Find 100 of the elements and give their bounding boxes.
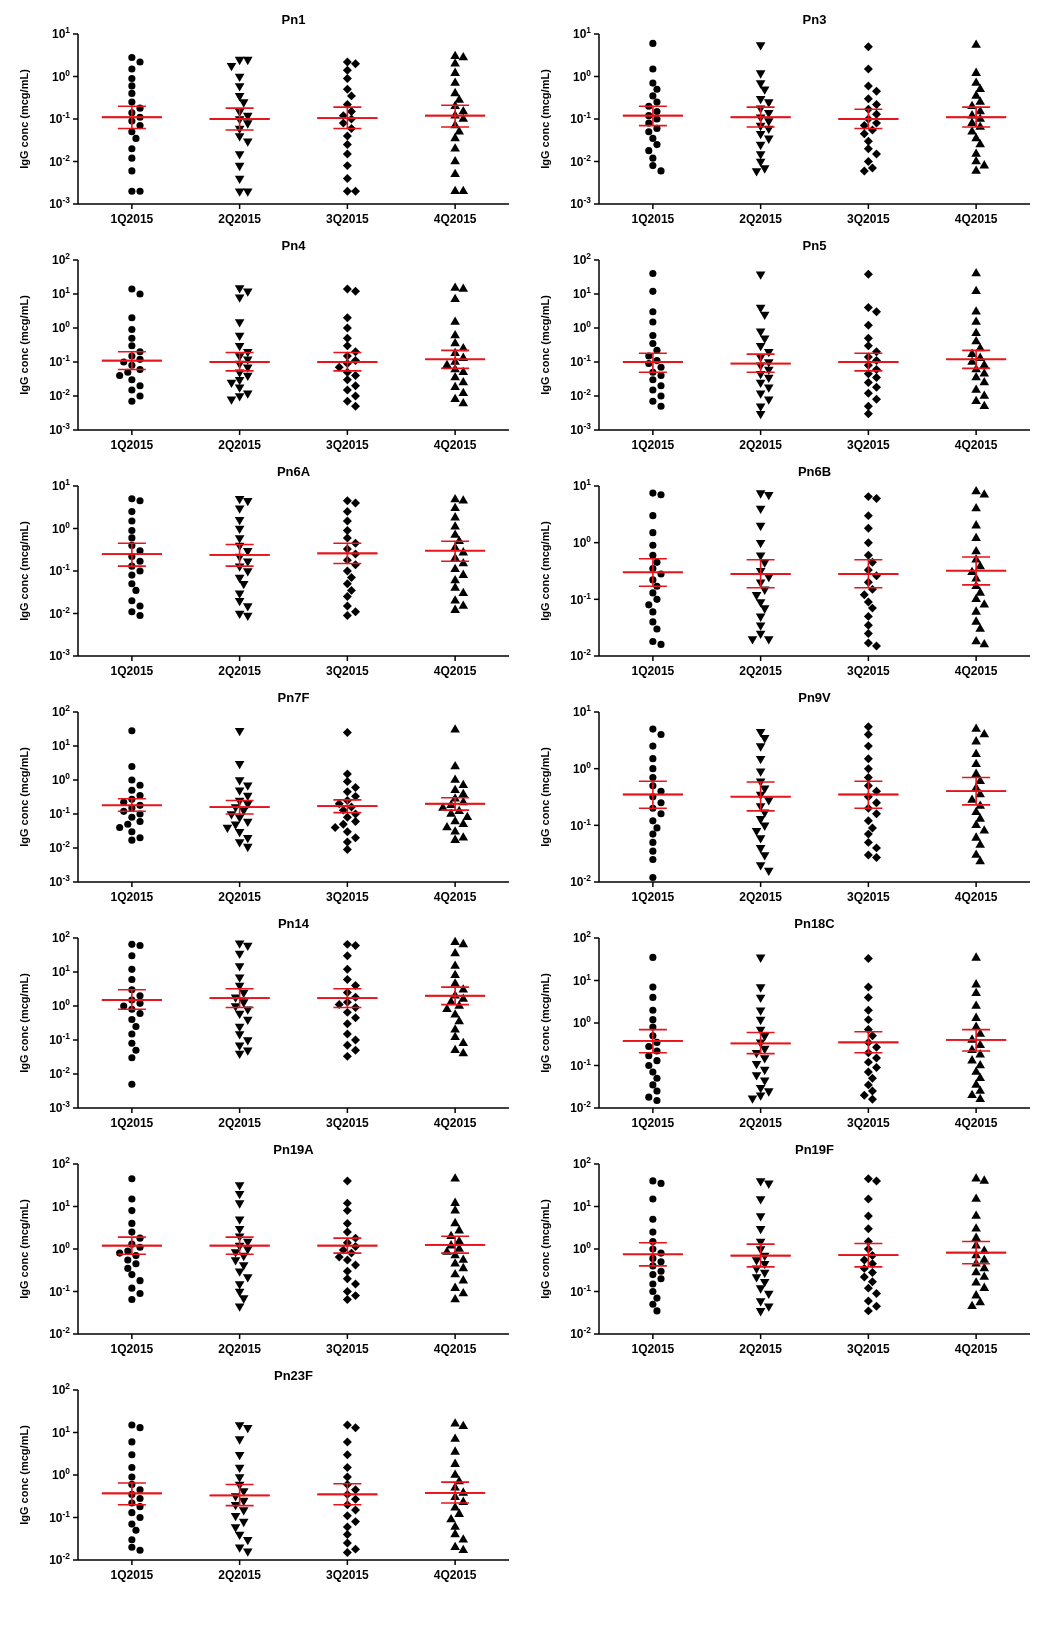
x-tick-label: 1Q2015 [110,212,154,226]
y-tick-label: 10$^{-2}$ [49,1325,71,1342]
y-tick-label: 10$^{-1}$ [570,1282,592,1299]
y-tick-label: 10$^{-3}$ [49,421,71,438]
y-tick-label: 10$^{0}$ [51,771,71,788]
y-tick-label: 10$^{-1}$ [570,816,592,833]
y-tick-label: 10$^{2}$ [51,1155,71,1172]
y-axis-title: IgG conc (mcg/mL) [539,746,551,847]
y-axis-title: IgG conc (mcg/mL) [539,294,551,395]
y-tick-label: 10$^{-3}$ [49,647,71,664]
x-tick-label: 2Q2015 [218,1342,262,1356]
y-tick-label: 10$^{-1}$ [49,805,71,822]
x-tick-label: 1Q2015 [110,1116,154,1130]
y-axis-title: IgG conc (mcg/mL) [18,1424,30,1525]
y-tick-label: 10$^{-1}$ [570,353,592,370]
y-tick-label: 10$^{0}$ [51,997,71,1014]
y-tick-label: 10$^{0}$ [51,319,71,336]
y-tick-label: 10$^{0}$ [51,67,71,84]
y-tick-label: 10$^{1}$ [51,737,71,754]
y-tick-label: 10$^{-2}$ [49,839,71,856]
x-tick-label: 4Q2015 [433,212,477,226]
y-axis-title: IgG conc (mcg/mL) [539,68,551,169]
x-tick-label: 4Q2015 [954,212,998,226]
y-tick-label: 10$^{2}$ [51,929,71,946]
y-tick-label: 10$^{2}$ [51,1381,71,1398]
y-axis-title: IgG conc (mcg/mL) [18,1198,30,1299]
y-axis-title: IgG conc (mcg/mL) [18,294,30,395]
y-tick-label: 10$^{-1}$ [49,110,71,127]
chart-title: Pn19A [273,1142,315,1157]
y-tick-label: 10$^{1}$ [572,285,592,302]
x-tick-label: 2Q2015 [739,664,783,678]
x-tick-label: 3Q2015 [326,212,370,226]
x-tick-label: 1Q2015 [631,890,675,904]
x-tick-label: 1Q2015 [110,890,154,904]
y-axis-title: IgG conc (mcg/mL) [18,746,30,847]
y-tick-label: 10$^{-2}$ [570,647,592,664]
x-tick-label: 1Q2015 [110,1342,154,1356]
x-tick-label: 4Q2015 [433,438,477,452]
y-tick-label: 10$^{-2}$ [570,152,592,169]
y-tick-label: 10$^{-2}$ [570,1325,592,1342]
y-tick-label: 10$^{-1}$ [49,562,71,579]
y-tick-label: 10$^{-1}$ [49,1508,71,1525]
chart-title: Pn6B [797,464,832,479]
x-tick-label: 4Q2015 [954,1116,998,1130]
y-tick-label: 10$^{-2}$ [570,387,592,404]
y-tick-label: 10$^{0}$ [572,1240,592,1257]
x-tick-label: 3Q2015 [326,1568,370,1582]
y-tick-label: 10$^{1}$ [572,971,592,988]
y-tick-label: 10$^{2}$ [572,929,592,946]
y-axis-title: IgG conc (mcg/mL) [18,68,30,169]
y-tick-label: 10$^{1}$ [51,477,71,494]
y-tick-label: 10$^{0}$ [51,519,71,536]
y-tick-label: 10$^{-1}$ [49,1282,71,1299]
y-tick-label: 10$^{0}$ [572,759,592,776]
x-tick-label: 3Q2015 [847,438,891,452]
x-tick-label: 1Q2015 [631,1342,675,1356]
x-tick-label: 2Q2015 [739,1342,783,1356]
x-tick-label: 4Q2015 [954,664,998,678]
y-tick-label: 10$^{0}$ [51,1240,71,1257]
x-tick-label: 3Q2015 [326,438,370,452]
y-tick-label: 10$^{-1}$ [570,1056,592,1073]
x-tick-label: 3Q2015 [847,664,891,678]
y-tick-label: 10$^{1}$ [51,1423,71,1440]
x-tick-label: 2Q2015 [739,212,783,226]
x-tick-label: 2Q2015 [739,890,783,904]
x-tick-label: 3Q2015 [326,664,370,678]
y-tick-label: 10$^{-3}$ [570,195,592,212]
y-tick-label: 10$^{-1}$ [570,590,592,607]
x-tick-label: 2Q2015 [218,664,262,678]
chart-title: Pn14 [277,916,310,931]
y-tick-label: 10$^{2}$ [51,251,71,268]
y-tick-label: 10$^{-3}$ [49,873,71,890]
chart-title: Pn18C [794,916,836,931]
x-tick-label: 1Q2015 [631,438,675,452]
y-tick-label: 10$^{-1}$ [49,353,71,370]
y-tick-label: 10$^{-2}$ [570,873,592,890]
y-axis-title: IgG conc (mcg/mL) [18,520,30,621]
x-tick-label: 1Q2015 [631,212,675,226]
y-tick-label: 10$^{1}$ [572,25,592,42]
y-tick-label: 10$^{1}$ [51,963,71,980]
chart-title: Pn4 [281,238,307,253]
y-tick-label: 10$^{2}$ [51,703,71,720]
chart-title: Pn5 [802,238,827,253]
x-tick-label: 1Q2015 [110,1568,154,1582]
x-tick-label: 2Q2015 [218,890,262,904]
x-tick-label: 2Q2015 [218,1116,262,1130]
x-tick-label: 4Q2015 [433,1342,477,1356]
x-tick-label: 4Q2015 [433,1568,477,1582]
x-tick-label: 3Q2015 [847,1342,891,1356]
x-tick-label: 4Q2015 [433,1116,477,1130]
y-tick-label: 10$^{1}$ [572,703,592,720]
x-tick-label: 4Q2015 [954,438,998,452]
chart-title: Pn3 [802,12,827,27]
x-tick-label: 3Q2015 [326,1116,370,1130]
y-tick-label: 10$^{-3}$ [49,195,71,212]
chart-title: Pn19F [794,1142,835,1157]
y-axis-title: IgG conc (mcg/mL) [539,1198,551,1299]
y-tick-label: 10$^{1}$ [572,477,592,494]
y-tick-label: 10$^{1}$ [51,285,71,302]
x-tick-label: 2Q2015 [218,438,262,452]
